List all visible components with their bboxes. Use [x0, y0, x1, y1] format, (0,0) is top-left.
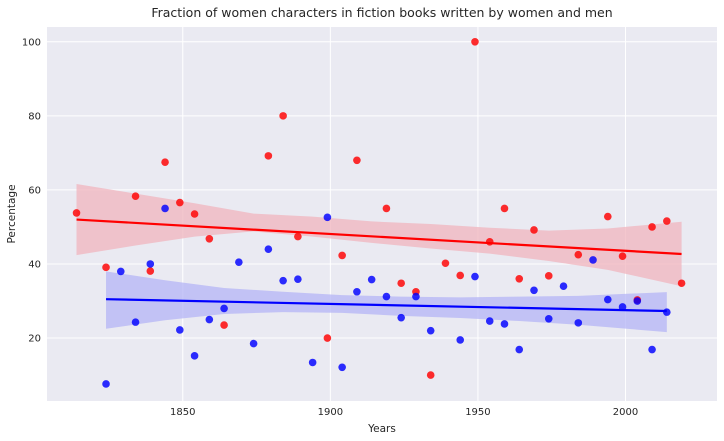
blue-data-point: [412, 292, 420, 301]
blue-data-point: [205, 315, 214, 324]
blue-data-point: [530, 286, 538, 295]
red-data-point: [677, 279, 686, 288]
y-tick-label: 80: [28, 111, 41, 122]
red-data-point: [205, 235, 214, 243]
chart-title: Fraction of women characters in fiction …: [151, 5, 612, 20]
red-data-point: [544, 272, 553, 280]
blue-data-point: [102, 380, 110, 388]
blue-data-point: [308, 358, 317, 367]
blue-data-point: [500, 320, 509, 328]
blue-data-point: [146, 260, 155, 268]
blue-data-point: [353, 287, 361, 296]
x-tick-label: 1850: [170, 407, 195, 418]
red-data-point: [530, 226, 538, 234]
blue-data-point: [663, 308, 671, 316]
red-data-point: [353, 156, 361, 165]
x-axis-label: Years: [367, 423, 396, 435]
red-data-point: [264, 152, 273, 160]
red-data-point: [338, 251, 346, 260]
blue-data-point: [618, 303, 627, 311]
red-data-point: [131, 192, 140, 201]
x-tick-label: 1900: [318, 407, 343, 418]
blue-data-point: [323, 213, 332, 222]
red-data-point: [220, 321, 228, 329]
red-data-point: [426, 371, 435, 379]
blue-data-point: [456, 336, 465, 344]
blue-data-point: [397, 313, 405, 322]
x-tick-label: 2000: [613, 407, 638, 418]
red-confidence-band: [76, 184, 682, 287]
blue-data-point: [279, 276, 287, 285]
blue-data-point: [633, 297, 642, 305]
blue-data-point: [544, 314, 553, 323]
red-data-point: [441, 259, 450, 268]
red-regression-line: [76, 218, 682, 256]
red-data-point: [161, 158, 169, 166]
blue-data-point: [515, 345, 524, 354]
blue-data-point: [426, 326, 435, 335]
blue-data-point: [648, 345, 656, 354]
blue-data-point: [249, 339, 258, 348]
red-data-point: [471, 38, 479, 46]
y-tick-label: 20: [28, 334, 41, 345]
blue-data-point: [382, 292, 391, 301]
blue-data-point: [176, 326, 184, 334]
red-data-point: [456, 271, 465, 280]
y-tick-label: 60: [28, 185, 41, 196]
y-tick-label: 40: [28, 259, 41, 270]
blue-data-point: [338, 363, 346, 372]
red-data-point: [190, 210, 199, 218]
confidence-bands: [76, 184, 682, 333]
blue-data-point: [131, 318, 140, 326]
blue-data-point: [161, 204, 169, 213]
red-data-point: [515, 275, 524, 283]
blue-data-point: [220, 304, 228, 313]
red-data-point: [102, 263, 110, 272]
regression-lines: [76, 218, 682, 313]
blue-data-point: [574, 319, 583, 327]
blue-data-point: [603, 295, 612, 304]
red-data-point: [294, 232, 302, 241]
red-data-point: [382, 204, 391, 213]
blue-confidence-band: [106, 271, 667, 333]
red-data-point: [618, 252, 627, 261]
blue-data-point: [235, 258, 243, 266]
red-data-point: [574, 250, 583, 259]
x-tick-label: 1950: [465, 407, 490, 418]
blue-data-point: [367, 275, 376, 284]
blue-data-point: [559, 282, 568, 291]
red-data-point: [397, 279, 405, 288]
blue-data-point: [589, 256, 597, 264]
red-data-point: [146, 267, 155, 275]
red-data-point: [176, 198, 184, 207]
red-data-point: [279, 112, 287, 120]
blue-data-point: [190, 352, 199, 360]
blue-regression-line: [106, 298, 667, 313]
blue-data-point: [294, 275, 302, 283]
blue-data-point: [116, 267, 125, 276]
data-points: [72, 38, 686, 388]
tick-labels: 1850 1900 1950 2000 20 40 60 80 100: [22, 37, 638, 418]
blue-data-point: [471, 272, 479, 281]
red-data-point: [500, 204, 509, 213]
red-data-point: [603, 212, 612, 221]
blue-data-point: [485, 317, 494, 325]
red-data-point: [663, 217, 671, 225]
red-data-point: [485, 237, 494, 246]
red-data-point: [323, 334, 332, 342]
blue-data-point: [264, 245, 273, 253]
red-data-point: [72, 209, 81, 217]
y-axis-label: Percentage: [6, 184, 18, 243]
red-data-point: [648, 223, 656, 231]
y-tick-label: 100: [22, 37, 41, 48]
